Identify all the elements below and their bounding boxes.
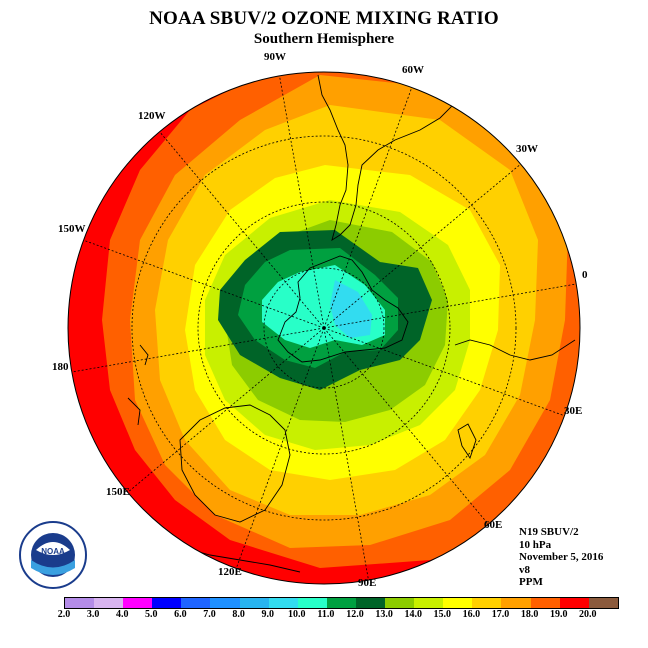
meridian-60e bbox=[323, 327, 490, 526]
colorbar-swatch bbox=[65, 598, 95, 608]
lon-label-60e: 60E bbox=[484, 519, 502, 531]
colorbar-tick-label: 20.0 bbox=[579, 609, 597, 620]
colorbar-tick-label: 13.0 bbox=[375, 609, 393, 620]
coastlines bbox=[127, 74, 576, 573]
colorbar-tick-label: 9.0 bbox=[261, 609, 274, 620]
info-units: PPM bbox=[519, 576, 543, 588]
meridian-60w bbox=[323, 86, 413, 329]
meridian-150e bbox=[126, 327, 325, 494]
lon-label-60w: 60W bbox=[402, 64, 424, 76]
colorbar-swatch bbox=[326, 598, 356, 608]
antarctica-coast bbox=[277, 255, 409, 363]
colorbar-tick-label: 4.0 bbox=[115, 609, 129, 620]
meridian-30e bbox=[323, 327, 566, 417]
colorbar-swatch bbox=[181, 598, 211, 608]
info-block: N19 SBUV/2 10 hPa November 5, 2016 v8 PP… bbox=[519, 526, 603, 589]
lon-label-120w: 120W bbox=[138, 110, 166, 122]
australia-coast bbox=[179, 404, 291, 523]
lon-label-150e: 150E bbox=[106, 486, 130, 498]
colorbar-tick-label: 19.0 bbox=[549, 609, 568, 620]
graticule bbox=[71, 72, 577, 584]
colorbar-tick-label: 14.0 bbox=[404, 609, 422, 620]
latitude-circle-inner bbox=[263, 267, 385, 389]
meridian-150w bbox=[82, 239, 325, 329]
longitude-labels: 90W 60W 30W 0 30E 60E 90E 120E 150E 180 … bbox=[52, 51, 588, 589]
colorbar-swatch bbox=[530, 598, 560, 608]
map-border bbox=[67, 71, 581, 585]
colorbar-tick-label: 11.0 bbox=[317, 609, 335, 620]
colorbar-swatch bbox=[210, 598, 240, 608]
noaa-logo-text: NOAA bbox=[41, 547, 65, 556]
colorbar-swatch bbox=[123, 598, 153, 608]
colorbar-tick-label: 17.0 bbox=[491, 609, 510, 620]
colorbar-tick-label: 7.0 bbox=[203, 609, 216, 620]
colorbar-tick-label: 6.0 bbox=[174, 609, 187, 620]
africa-coast bbox=[454, 339, 576, 361]
chart-title: NOAA SBUV/2 OZONE MIXING RATIO bbox=[149, 8, 499, 29]
colorbar-tick-label: 8.0 bbox=[232, 609, 245, 620]
meridian-120w bbox=[158, 130, 325, 329]
colorbar-swatch bbox=[355, 598, 386, 608]
lon-label-0: 0 bbox=[582, 269, 588, 281]
lon-label-180: 180 bbox=[52, 361, 69, 373]
meridian-90w bbox=[278, 72, 325, 329]
meridian-0 bbox=[323, 283, 577, 329]
lon-label-90w: 90W bbox=[264, 51, 286, 63]
meridian-180 bbox=[71, 327, 325, 373]
lon-label-150w: 150W bbox=[58, 223, 86, 235]
colorbar-tick-labels: 2.0 3.0 4.0 5.0 6.0 7.0 8.0 9.0 10.0 11.0 12.0 13.0… bbox=[52, 609, 612, 623]
colorbar-swatch bbox=[588, 598, 618, 608]
info-version: v8 bbox=[519, 563, 530, 576]
colorbar-tick-label: 18.0 bbox=[520, 609, 539, 620]
colorbar-swatch bbox=[559, 598, 589, 608]
latitude-circle-outer bbox=[131, 135, 517, 521]
colorbar-swatch bbox=[297, 598, 327, 608]
colorbar bbox=[64, 597, 619, 609]
colorbar-tick-label: 16.0 bbox=[462, 609, 481, 620]
meridian-30w bbox=[323, 162, 523, 329]
colorbar-swatch bbox=[152, 598, 182, 608]
lon-label-120e: 120E bbox=[218, 566, 242, 578]
info-instrument: N19 SBUV/2 bbox=[519, 526, 579, 538]
colorbar-swatch bbox=[385, 598, 415, 608]
colorbar-swatch bbox=[501, 598, 531, 608]
south-america-coast bbox=[317, 74, 471, 241]
colorbar-tick-label: 3.0 bbox=[86, 609, 100, 620]
colorbar-tick-label: 2.0 bbox=[57, 609, 71, 620]
colorbar-tick-label: 10.0 bbox=[288, 609, 306, 620]
latitude-circle-mid bbox=[197, 201, 451, 455]
meridian-120e bbox=[235, 327, 325, 570]
info-level: 10 hPa bbox=[519, 538, 552, 551]
colorbar-tick-label: 15.0 bbox=[433, 609, 452, 620]
info-date: November 5, 2016 bbox=[519, 551, 604, 563]
colorbar-swatch bbox=[268, 598, 298, 608]
colorbar-swatch bbox=[443, 598, 473, 608]
meridian-90e bbox=[323, 327, 370, 584]
colorbar-swatch bbox=[414, 598, 444, 608]
lon-label-30w: 30W bbox=[516, 143, 538, 155]
chart-subtitle: Southern Hemisphere bbox=[253, 31, 395, 47]
new-zealand bbox=[127, 344, 149, 426]
contour-9 bbox=[330, 280, 372, 338]
noaa-logo: NOAA bbox=[19, 521, 87, 589]
madagascar bbox=[457, 423, 477, 460]
colorbar-tick-label: 5.0 bbox=[145, 609, 158, 620]
colorbar-swatch bbox=[94, 598, 124, 608]
colorbar-swatch bbox=[239, 598, 269, 608]
colorbar-swatch bbox=[472, 598, 502, 608]
lon-label-30e: 30E bbox=[564, 405, 582, 417]
lon-label-90e: 90E bbox=[358, 577, 376, 589]
colorbar-tick-label: 12.0 bbox=[346, 609, 364, 620]
